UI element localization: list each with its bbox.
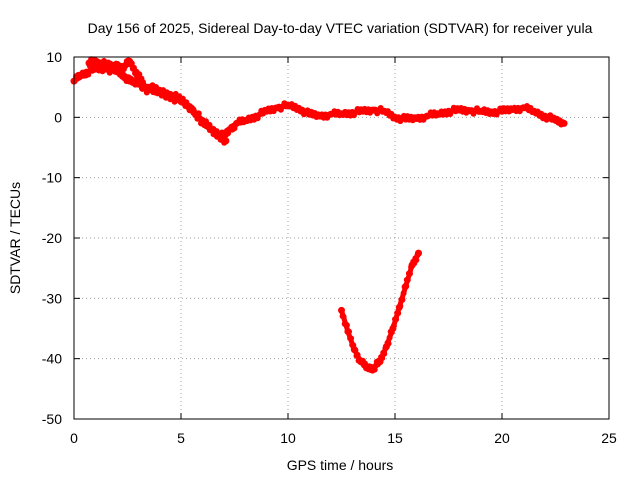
axis-ticks xyxy=(73,56,610,420)
data-point xyxy=(397,303,404,309)
y-tick-label: 0 xyxy=(54,109,62,125)
data-point xyxy=(139,78,146,86)
data-point xyxy=(338,306,345,314)
y-tick-label: -50 xyxy=(42,411,62,427)
data-point xyxy=(413,257,420,263)
x-axis-label: GPS time / hours xyxy=(287,457,394,473)
data-points xyxy=(70,56,568,374)
data-point xyxy=(192,110,199,117)
chart-title: Day 156 of 2025, Sidereal Day-to-day VTE… xyxy=(88,20,593,36)
data-point xyxy=(205,121,212,128)
y-tick-label: -40 xyxy=(42,351,62,367)
tick-labels: 0 5 10 15 20 25 -50 -40 -30 -20 -10 0 10 xyxy=(42,49,617,446)
data-point xyxy=(180,97,187,104)
y-axis-label: SDTVAR / TECUs xyxy=(7,182,23,294)
data-point xyxy=(184,101,191,108)
data-point xyxy=(343,322,350,329)
data-point xyxy=(208,125,215,132)
data-point xyxy=(348,335,355,342)
y-tick-label: -30 xyxy=(42,290,62,306)
data-point xyxy=(385,340,392,347)
data-point xyxy=(381,350,388,357)
y-tick-label: -20 xyxy=(42,230,62,246)
data-point xyxy=(352,347,359,354)
data-point xyxy=(404,277,411,283)
x-tick-label: 5 xyxy=(177,430,185,446)
data-point xyxy=(407,270,413,277)
x-tick-label: 20 xyxy=(494,430,510,446)
data-point xyxy=(393,316,400,323)
data-point xyxy=(415,249,422,257)
x-tick-label: 10 xyxy=(280,430,296,446)
data-point xyxy=(340,313,347,320)
data-point xyxy=(560,119,568,127)
x-tick-label: 15 xyxy=(387,430,403,446)
data-point xyxy=(354,351,361,358)
x-tick-label: 0 xyxy=(70,430,78,446)
data-point xyxy=(386,334,393,341)
x-tick-label: 25 xyxy=(601,430,617,446)
data-point xyxy=(402,282,410,290)
y-tick-label: 10 xyxy=(46,49,62,65)
data-point xyxy=(390,322,397,329)
data-point xyxy=(400,290,407,297)
data-point xyxy=(399,296,406,303)
data-point xyxy=(196,114,203,121)
data-point xyxy=(346,328,352,335)
data-point xyxy=(395,310,402,317)
data-point xyxy=(222,137,230,145)
y-tick-label: -10 xyxy=(42,170,62,186)
